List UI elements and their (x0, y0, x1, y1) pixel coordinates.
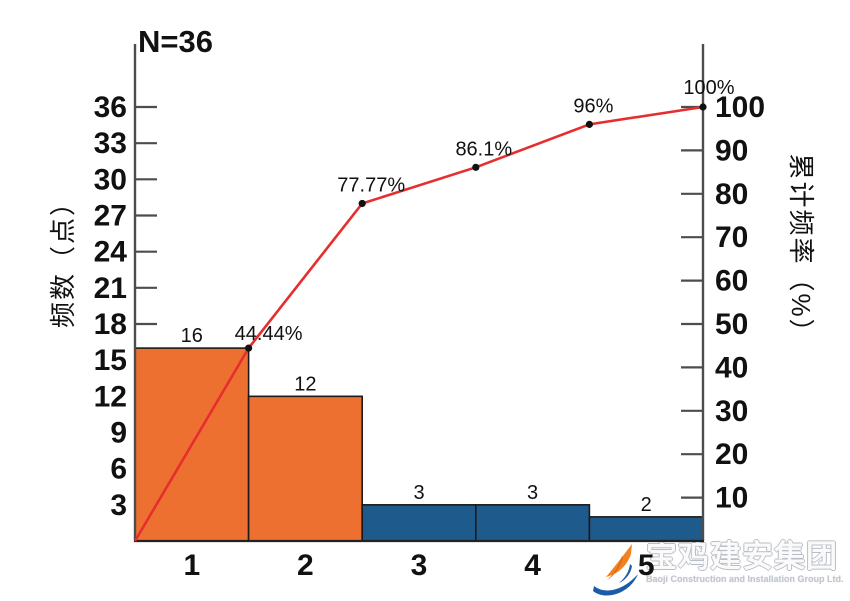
x-axis-tick-label: 1 (183, 549, 200, 582)
right-axis-tick-label: 90 (715, 134, 748, 167)
right-axis-tick-label: 100 (715, 91, 765, 124)
cumulative-percent-label: 96% (573, 95, 613, 117)
bar-category-4 (474, 504, 591, 542)
left-axis-tick-label: 3 (110, 489, 127, 522)
right-axis-tick-label: 50 (715, 308, 748, 341)
sample-size-annotation: N=36 (138, 24, 213, 59)
hull-swoosh (593, 574, 638, 596)
left-axis-tick-label: 24 (94, 236, 128, 269)
mast-curve (619, 564, 632, 583)
cumulative-percent-label: 44.44% (235, 323, 303, 345)
left-axis-tick-label: 15 (94, 344, 127, 377)
right-axis-tick-label: 20 (715, 438, 748, 471)
cumulative-percent-label: 77.77% (337, 174, 405, 196)
x-axis-tick-label: 5 (638, 549, 655, 582)
left-axis-tick-label: 18 (94, 308, 127, 341)
bar-value-label: 16 (181, 325, 203, 347)
cumulative-point (472, 163, 480, 171)
right-axis-tick-label: 10 (715, 482, 748, 515)
x-axis-tick-label: 4 (524, 549, 541, 582)
cumulative-point (585, 120, 594, 128)
bar-category-3 (361, 504, 477, 542)
left-axis-tick-label: 6 (110, 453, 127, 486)
logo-company-name-en: Baoji Construction and Installation Grou… (646, 574, 844, 584)
bar-category-5 (588, 516, 704, 542)
left-axis-tick-label: 12 (94, 380, 127, 413)
right-axis-tick-label: 30 (715, 395, 748, 428)
right-axis-tick-label: 60 (715, 265, 748, 298)
bar-category-2 (247, 395, 364, 542)
left-axis-tick-label: 27 (94, 200, 127, 233)
left-axis-title: 频数（点） (48, 188, 78, 328)
left-axis-tick-label: 36 (94, 91, 127, 124)
company-logo: 宝鸡建安集团 Baoji Construction and Installati… (592, 540, 844, 598)
left-axis-tick-label: 21 (94, 272, 127, 305)
x-axis-tick-label: 2 (297, 549, 314, 582)
cumulative-point (699, 103, 707, 111)
right-axis-tick-label: 40 (715, 351, 748, 384)
sail-inner-shape (607, 556, 623, 580)
right-axis-tick-label: 80 (715, 178, 748, 211)
left-axis-tick-label: 9 (110, 417, 127, 450)
sail-boat-icon (593, 544, 638, 596)
bar-value-label: 2 (641, 494, 652, 516)
left-axis-tick-label: 30 (94, 163, 127, 196)
bar-value-label: 12 (294, 373, 316, 395)
left-axis-tick-label: 33 (94, 127, 127, 160)
cumulative-percent-label: 86.1% (455, 138, 512, 160)
x-axis-tick-label: 3 (411, 549, 428, 582)
logo-company-name: 宝鸡建安集团 (646, 539, 838, 574)
right-axis-title: 累计频率（%） (786, 153, 816, 346)
cumulative-line (133, 105, 704, 542)
cumulative-percent-label: 100% (683, 77, 734, 99)
bar-value-label: 3 (413, 482, 424, 504)
cumulative-point (245, 344, 253, 352)
logo-text-block: 宝鸡建安集团 Baoji Construction and Installati… (646, 540, 844, 585)
cumulative-point (358, 199, 366, 208)
bar-value-label: 3 (527, 482, 538, 504)
sail-shape (606, 544, 632, 577)
right-axis-tick-label: 70 (715, 221, 748, 254)
